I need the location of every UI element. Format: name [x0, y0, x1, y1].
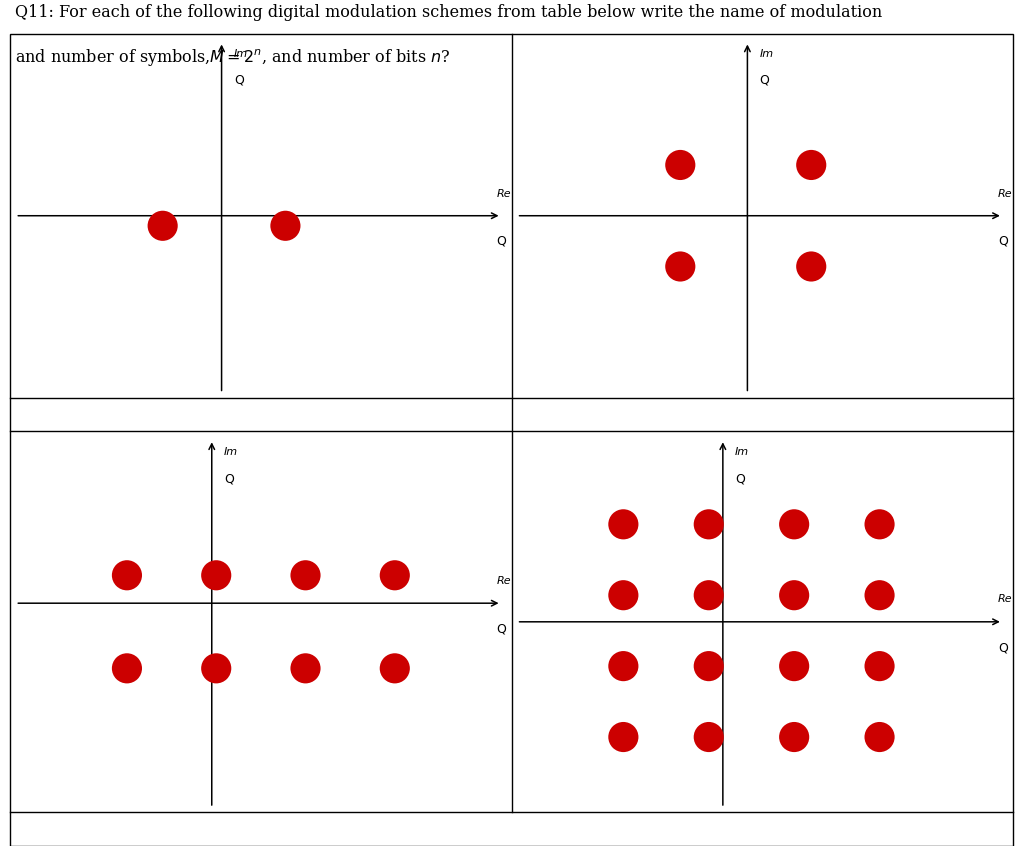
Point	[298, 662, 314, 675]
Text: Q11: For each of the following digital modulation schemes from table below write: Q11: For each of the following digital m…	[15, 4, 883, 21]
Point	[786, 518, 802, 531]
Point	[119, 662, 135, 675]
Point	[615, 589, 631, 602]
Text: Re: Re	[997, 190, 1013, 200]
Text: Re: Re	[496, 576, 512, 586]
Point	[872, 730, 888, 744]
Point	[615, 730, 631, 744]
Text: Q: Q	[997, 641, 1008, 654]
Point	[387, 569, 403, 582]
Point	[786, 659, 802, 673]
Point	[277, 219, 294, 233]
Text: Q: Q	[234, 74, 243, 86]
Text: and number of symbols,$M = 2^n$, and number of bits $n$?: and number of symbols,$M = 2^n$, and num…	[15, 47, 451, 68]
Point	[208, 569, 224, 582]
Point	[615, 518, 631, 531]
Text: Im: Im	[736, 447, 749, 457]
Point	[154, 219, 171, 233]
Point	[701, 518, 717, 531]
Point	[803, 158, 819, 172]
Point	[701, 730, 717, 744]
Point	[208, 662, 224, 675]
Text: Q: Q	[224, 473, 234, 486]
Point	[786, 730, 802, 744]
Point	[872, 589, 888, 602]
Text: Im: Im	[224, 447, 238, 457]
Text: Im: Im	[234, 49, 248, 58]
Point	[672, 158, 688, 172]
Point	[803, 260, 819, 273]
Point	[672, 260, 688, 273]
Text: Im: Im	[760, 49, 773, 58]
Point	[615, 659, 631, 673]
Text: Q: Q	[997, 234, 1008, 247]
Text: Re: Re	[496, 190, 512, 200]
Point	[701, 659, 717, 673]
Text: Q: Q	[760, 74, 769, 86]
Point	[872, 518, 888, 531]
Point	[786, 589, 802, 602]
Point	[701, 589, 717, 602]
Text: Q: Q	[496, 623, 506, 635]
Point	[298, 569, 314, 582]
Text: Re: Re	[997, 595, 1013, 605]
Text: Q: Q	[496, 234, 506, 247]
Point	[872, 659, 888, 673]
Point	[119, 569, 135, 582]
Text: Q: Q	[736, 473, 745, 486]
Point	[387, 662, 403, 675]
